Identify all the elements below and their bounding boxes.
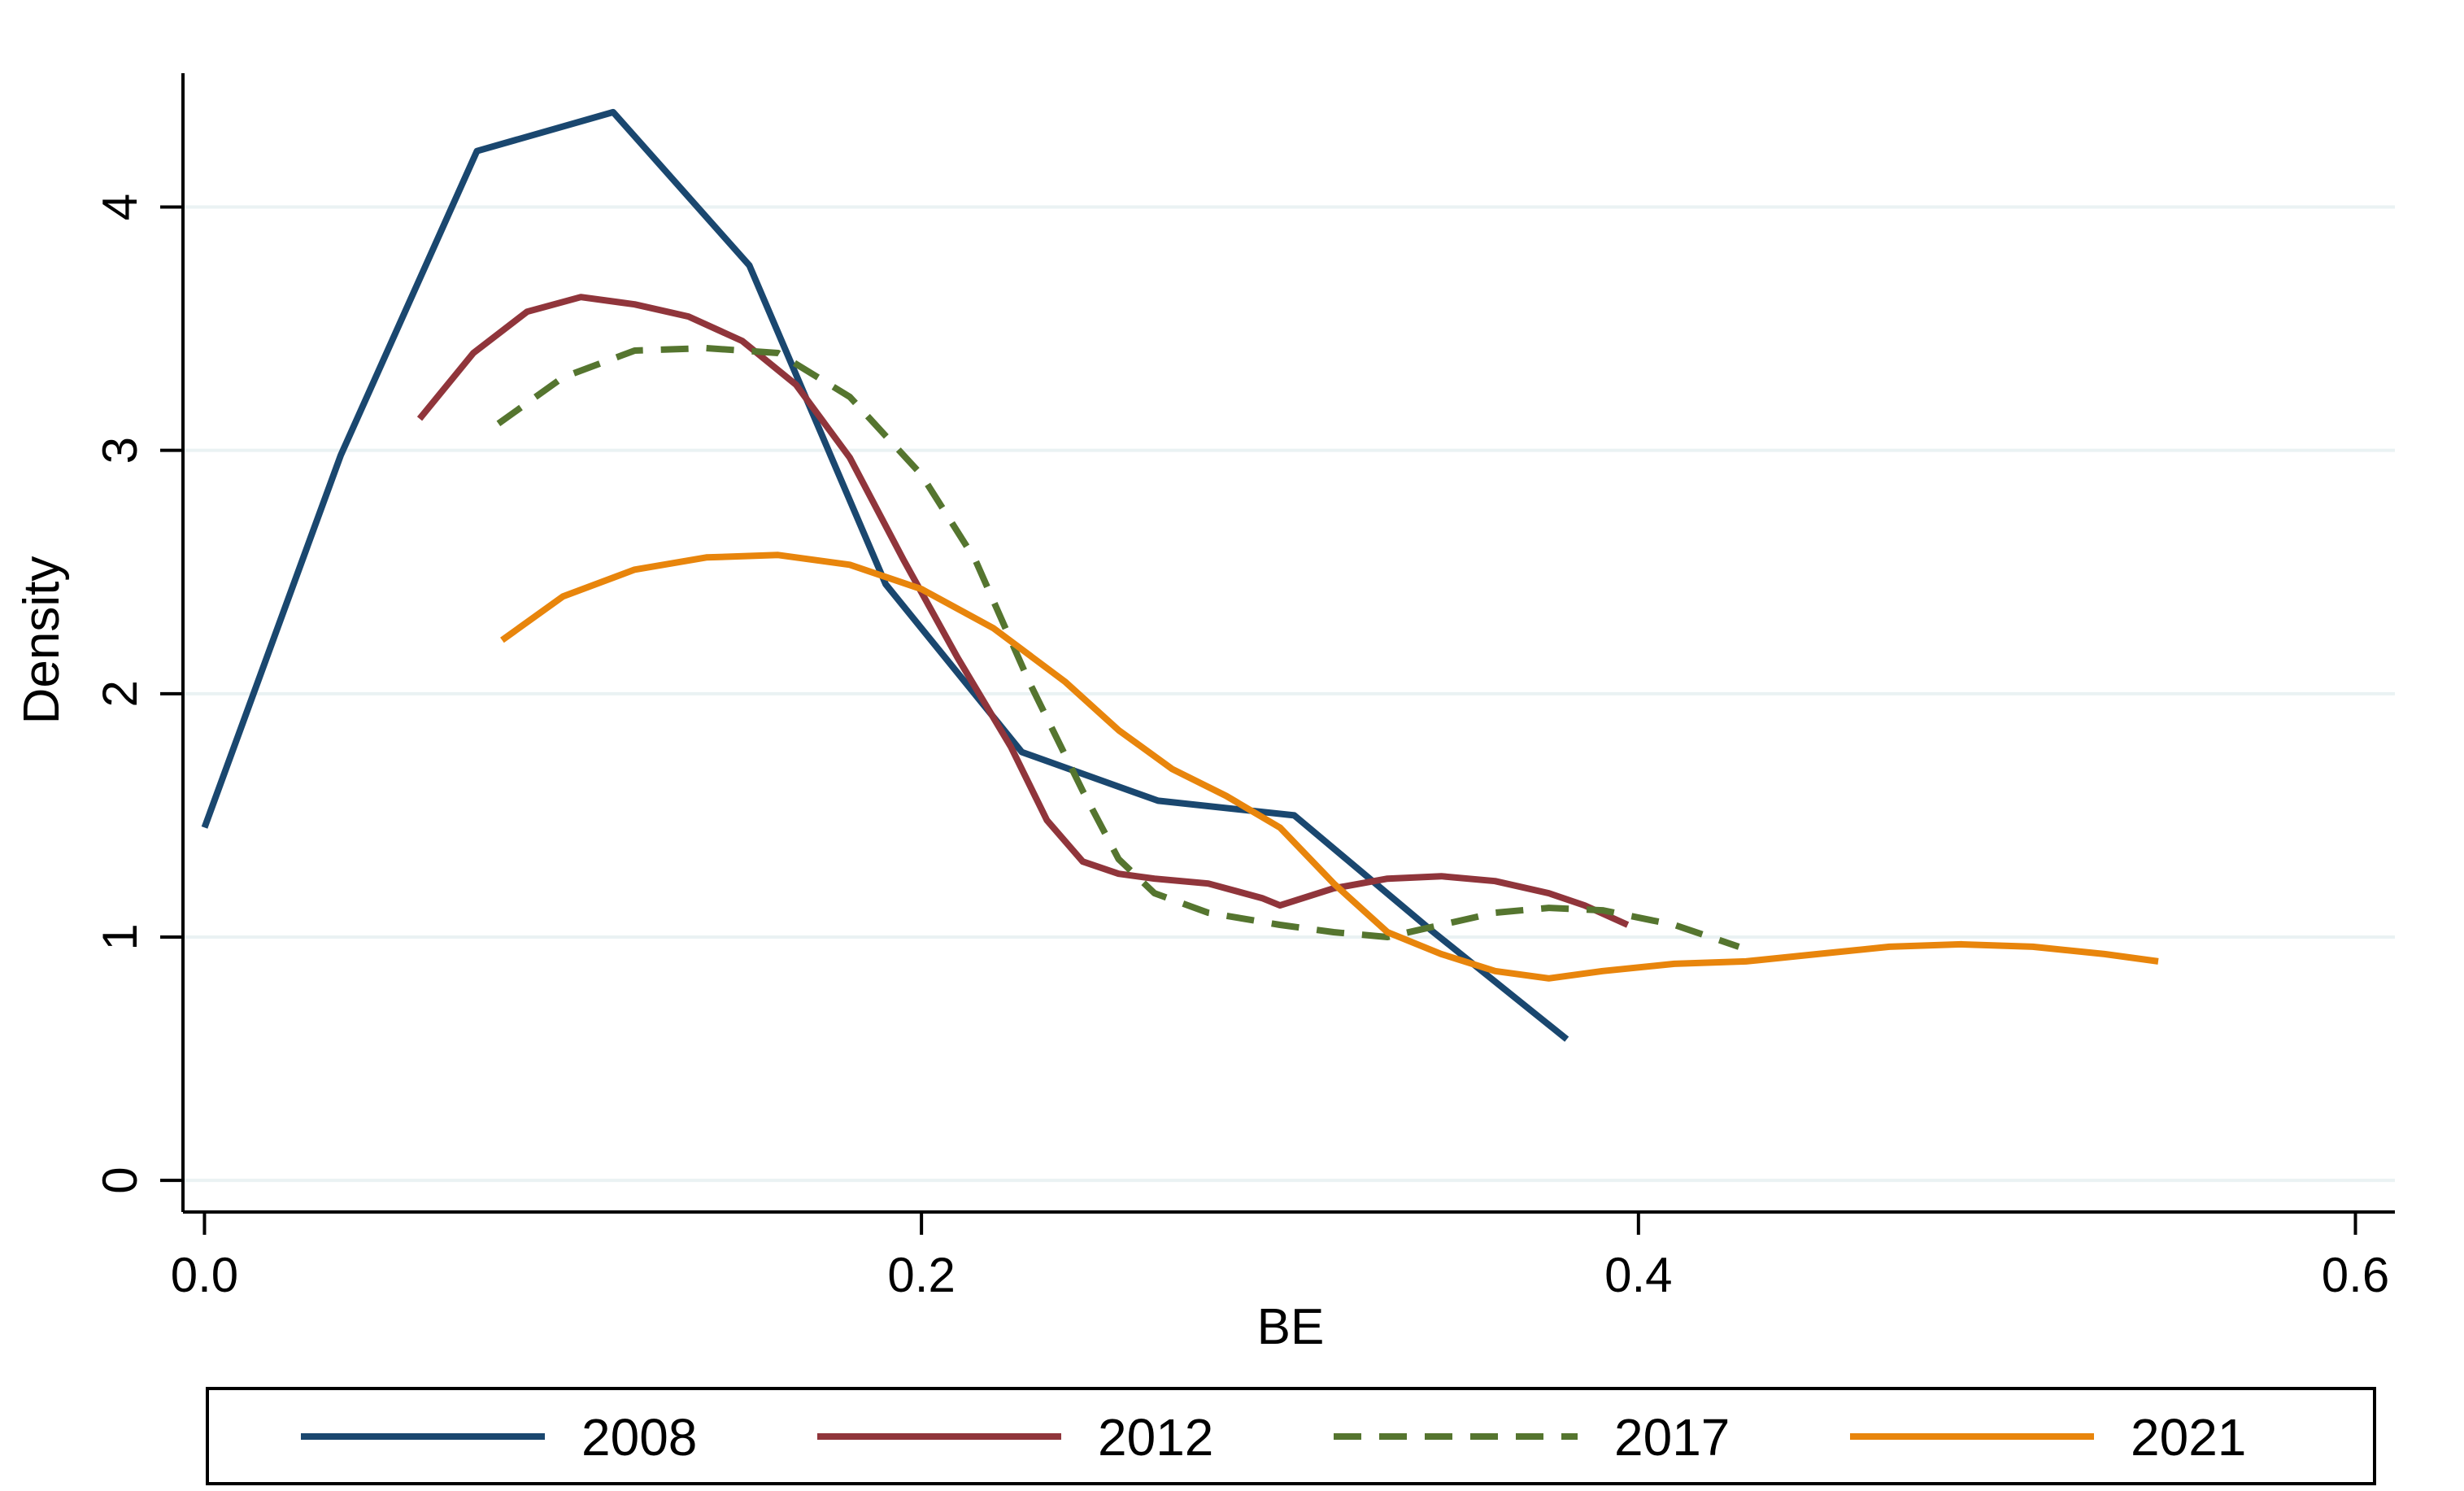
y-tick-label: 2	[93, 680, 147, 707]
series-line-2021	[500, 551, 2159, 982]
x-tick-label: 0.6	[2322, 1248, 2389, 1302]
legend-label-2021: 2021	[2131, 1408, 2246, 1467]
legend: 2008 2012 2017 2021	[206, 1387, 2376, 1485]
series-lines	[201, 108, 2159, 1042]
x-tick-label: 0.4	[1604, 1248, 1672, 1302]
y-tick-label: 0	[93, 1166, 147, 1193]
y-axis-ticks: 0 1 2 3 4	[93, 194, 183, 1194]
gridlines	[183, 205, 2395, 1183]
x-tick-label: 0.0	[171, 1248, 238, 1302]
legend-label-2012: 2012	[1098, 1408, 1213, 1467]
x-tick-label: 0.2	[887, 1248, 955, 1302]
y-tick-label: 4	[93, 194, 147, 220]
y-tick-label: 3	[93, 437, 147, 464]
x-axis-title: BE	[1257, 1299, 1325, 1355]
y-axis-title: Density	[14, 556, 70, 725]
series-line-2017	[496, 345, 1740, 950]
y-tick-label: 1	[93, 923, 147, 950]
series-line-2008	[201, 108, 1569, 1042]
legend-label-2017: 2017	[1614, 1408, 1730, 1467]
legend-label-2008: 2008	[581, 1408, 697, 1467]
series-line-2012	[416, 294, 1630, 928]
legend-items: 2008 2012 2017 2021	[301, 1408, 2246, 1467]
x-axis-ticks: 0.0 0.2 0.4 0.6	[171, 1212, 2389, 1302]
